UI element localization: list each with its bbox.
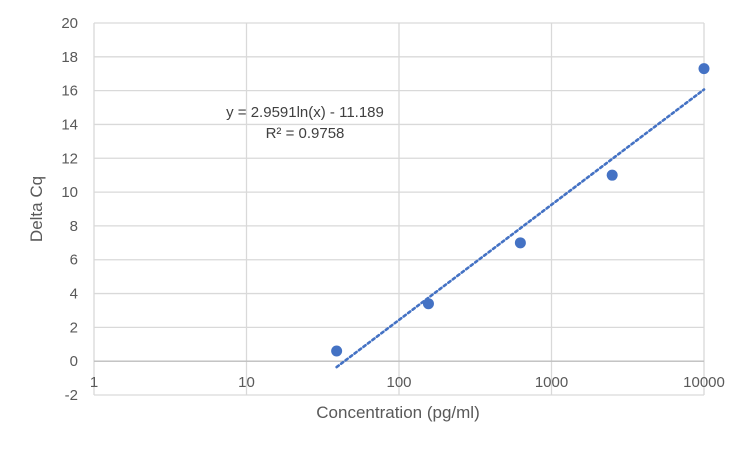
data-point: [698, 63, 710, 75]
y-tick-label: -2: [65, 387, 78, 404]
tick-labels: -2 0 2 4 6 8 10 12 14 16 18 20 1 10 100 1000 10000: [61, 15, 725, 404]
data-point: [422, 298, 434, 310]
y-tick-label: 6: [70, 252, 78, 269]
y-tick-label: 20: [61, 15, 78, 32]
gridlines: [93, 22, 705, 396]
y-tick-label: 16: [61, 83, 78, 100]
y-tick-label: 8: [70, 218, 78, 235]
x-axis-title: Concentration (pg/ml): [316, 403, 479, 422]
data-point: [606, 169, 618, 181]
points-layer: [331, 63, 710, 357]
x-tick-label: 10: [238, 374, 255, 391]
x-tick-label: 100: [386, 374, 411, 391]
y-tick-label: 18: [61, 49, 78, 66]
trendline-equation: y = 2.9591ln(x) - 11.189: [226, 104, 384, 121]
y-tick-label: 12: [61, 150, 78, 167]
x-tick-label: 1000: [535, 374, 568, 391]
trendline: [335, 88, 706, 369]
x-tick-label: 1: [90, 374, 98, 391]
y-tick-label: 4: [70, 286, 78, 303]
data-point: [331, 345, 343, 357]
trendline-layer: [335, 88, 706, 369]
trendline-r-squared: R² = 0.9758: [266, 125, 345, 142]
y-tick-label: 2: [70, 319, 78, 336]
y-axis-title: Delta Cq: [27, 176, 46, 242]
y-tick-label: 14: [61, 116, 78, 133]
data-point: [514, 237, 526, 249]
y-tick-label: 0: [70, 353, 78, 370]
y-tick-label: 10: [61, 184, 78, 201]
x-tick-label: 10000: [683, 374, 725, 391]
